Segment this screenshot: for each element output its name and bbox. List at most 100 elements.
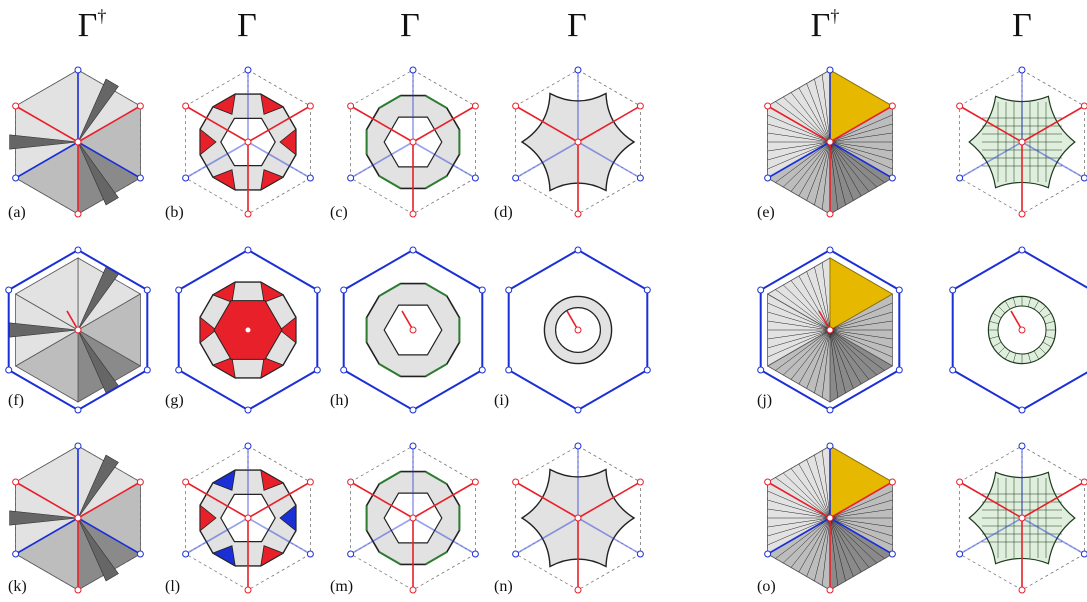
mesh-line xyxy=(1027,297,1031,307)
vertex-marker xyxy=(574,586,582,594)
fan-line xyxy=(829,320,893,331)
green-edge xyxy=(424,282,448,297)
vertex-marker xyxy=(757,366,765,374)
center-vertex xyxy=(409,138,417,146)
red-spoke xyxy=(1021,481,1085,519)
fan-line xyxy=(775,141,831,183)
vertex-marker xyxy=(574,406,582,414)
vertex-marker xyxy=(313,286,321,294)
fan-line xyxy=(829,517,893,528)
fan-line xyxy=(829,508,893,519)
vertex-marker xyxy=(12,478,20,486)
vertex-marker xyxy=(306,550,314,558)
mesh-line xyxy=(1004,300,1011,310)
mesh-line xyxy=(1013,353,1017,363)
red-spoke xyxy=(767,105,831,143)
vertex-marker xyxy=(956,550,964,558)
colored-face xyxy=(211,545,236,567)
red-spoke xyxy=(959,481,1023,519)
vertex-marker xyxy=(512,478,520,486)
panel-j xyxy=(757,246,903,414)
panel-mesh-row-3 xyxy=(956,442,1087,594)
fan-line xyxy=(767,114,831,143)
red-spoke xyxy=(77,481,141,519)
green-edge xyxy=(378,175,402,190)
vertex-marker xyxy=(244,442,252,450)
vertex-marker xyxy=(1080,174,1087,182)
vertex-marker xyxy=(5,366,13,374)
fan-line xyxy=(790,468,831,519)
fan-line xyxy=(821,141,831,210)
fan-line xyxy=(783,141,831,188)
vertex-marker xyxy=(74,406,82,414)
vertex-marker xyxy=(826,442,834,450)
center-vertex xyxy=(826,326,834,334)
blue-spoke xyxy=(959,517,1023,555)
fan-line xyxy=(775,517,831,559)
colored-face xyxy=(260,281,285,303)
vertex-marker xyxy=(409,66,417,74)
vertex-marker xyxy=(471,478,479,486)
fan-line xyxy=(829,141,839,210)
colored-face xyxy=(211,357,236,379)
fan-line xyxy=(783,517,831,564)
fan-line xyxy=(783,329,831,376)
mesh-line xyxy=(1038,306,1046,314)
fan-line xyxy=(767,302,831,331)
mesh-line xyxy=(998,306,1006,314)
green-edge xyxy=(424,94,448,109)
vertex-marker xyxy=(340,286,348,294)
vertex-marker xyxy=(244,246,252,254)
fan-line xyxy=(829,329,854,389)
vertex-marker xyxy=(74,66,82,74)
red-spoke xyxy=(15,105,79,143)
fan-line xyxy=(767,517,831,528)
vertex-marker xyxy=(471,174,479,182)
vertex-marker xyxy=(826,210,834,218)
vertex-marker xyxy=(347,102,355,110)
fan-line xyxy=(790,280,831,331)
panel-label-n: (n) xyxy=(494,578,513,595)
fan-line xyxy=(829,329,893,349)
vertex-marker xyxy=(244,210,252,218)
center-vertex xyxy=(1018,514,1026,522)
mesh-line xyxy=(1013,297,1017,307)
center-vertex xyxy=(74,138,82,146)
fan-line xyxy=(767,329,831,349)
red-spoke xyxy=(767,481,831,519)
center-vertex xyxy=(1018,326,1026,334)
panel-b xyxy=(182,66,314,218)
vertex-marker xyxy=(574,246,582,254)
fan-line xyxy=(829,141,893,152)
center-vertex xyxy=(826,138,834,146)
fan-line xyxy=(814,266,831,331)
colored-face xyxy=(260,545,285,567)
colored-face xyxy=(260,93,285,115)
fan-line xyxy=(821,517,831,586)
fan-line xyxy=(829,517,862,573)
fan-line xyxy=(829,141,854,201)
green-edge xyxy=(378,94,402,109)
fan-line xyxy=(829,329,846,394)
vertex-marker xyxy=(182,478,190,486)
fan-line xyxy=(767,499,831,519)
vertex-marker xyxy=(409,210,417,218)
vertex-marker xyxy=(244,66,252,74)
fan-line xyxy=(829,302,893,331)
colored-face xyxy=(260,357,285,379)
panel-label-h: (h) xyxy=(330,392,349,409)
vertex-marker xyxy=(143,286,151,294)
column-title-1: Γ† xyxy=(77,6,107,44)
vertex-marker xyxy=(1080,478,1087,486)
vertex-marker xyxy=(409,586,417,594)
fan-line xyxy=(798,517,831,573)
vertex-marker xyxy=(826,66,834,74)
vertex-marker xyxy=(74,210,82,218)
red-spoke xyxy=(412,105,476,143)
green-edge xyxy=(378,363,402,378)
fan-line xyxy=(829,517,870,568)
vertex-marker xyxy=(574,66,582,74)
panel-n xyxy=(512,442,644,594)
fan-line xyxy=(829,114,893,143)
